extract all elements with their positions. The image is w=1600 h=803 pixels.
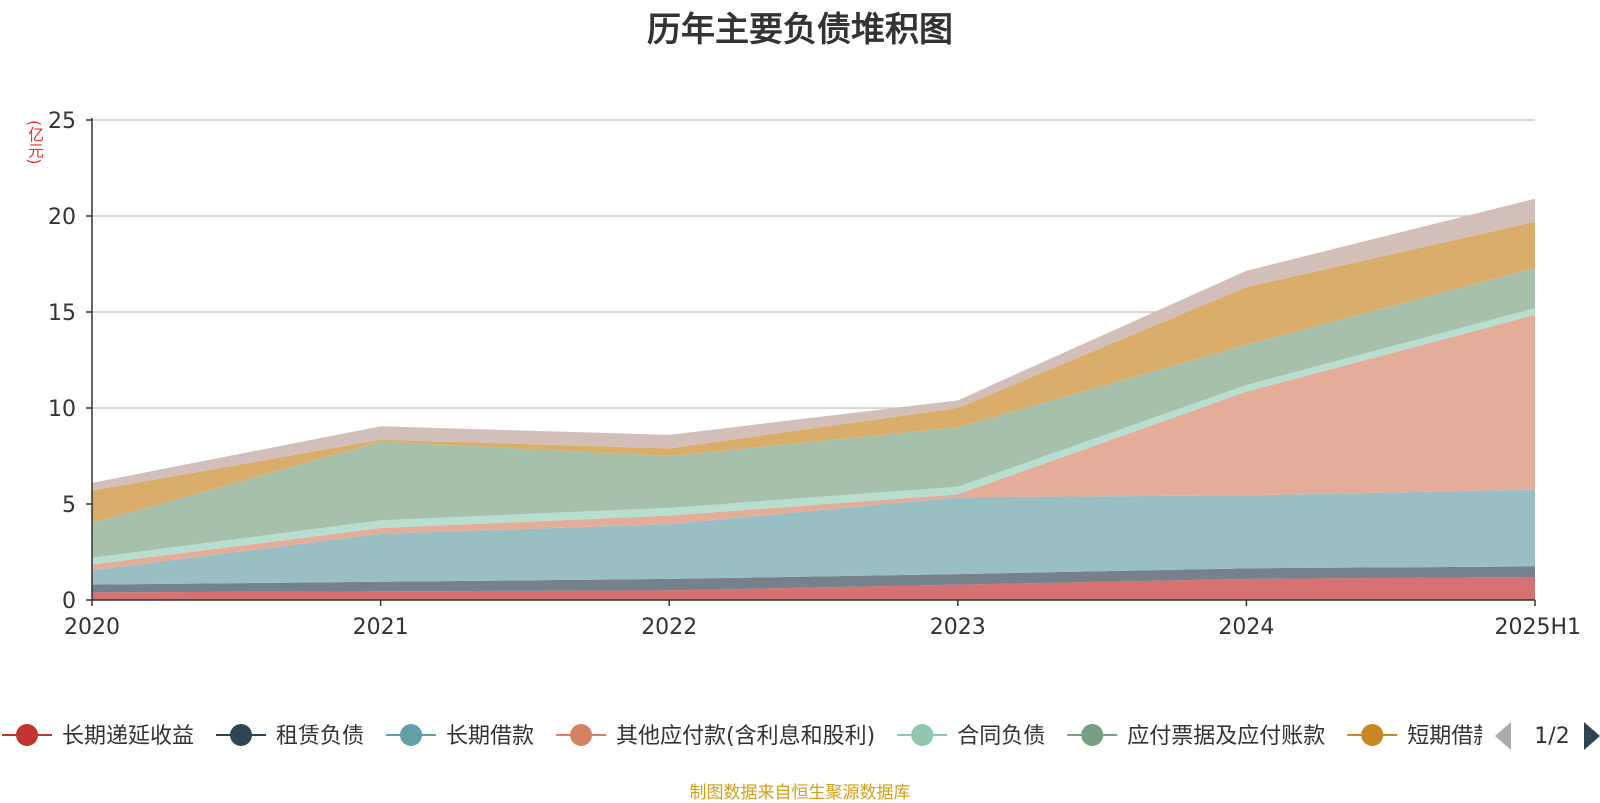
axes: 0 5 10 15 20 25 2020 2021 2022 2023 2024 2025H1 <box>48 109 1581 640</box>
legend-item[interactable]: 其他应付款(含利息和股利) <box>556 724 875 749</box>
x-tick-label: 2022 <box>641 615 697 640</box>
legend-item-label: 租赁负债 <box>276 724 364 749</box>
legend-item[interactable]: 长期借款 <box>386 724 534 749</box>
legend-item[interactable]: 租赁负债 <box>216 724 364 749</box>
y-tick-label: 0 <box>62 589 76 614</box>
legend-marker-icon <box>1081 724 1104 746</box>
y-tick-label: 10 <box>48 397 76 422</box>
area-series-0 <box>92 576 1535 600</box>
legend-item-label: 其他应付款(含利息和股利) <box>616 724 875 749</box>
legend-marker-icon <box>16 724 38 746</box>
legend-item[interactable]: 长期递延收益 <box>2 724 194 749</box>
legend-item[interactable]: 合同负债 <box>897 724 1045 749</box>
legend-item-label: 应付票据及应付账款 <box>1127 724 1325 749</box>
legend-marker-icon <box>230 724 253 746</box>
y-tick-label: 20 <box>48 205 76 230</box>
x-tick-label: 2020 <box>64 615 120 640</box>
area-series-7 <box>92 198 1535 491</box>
legend-marker-icon <box>1361 724 1384 746</box>
legend-item-label: 短期借款 <box>1407 724 1495 749</box>
area-series-2 <box>92 489 1535 585</box>
data-source-note: 制图数据来自恒生聚源数据库 <box>689 783 911 803</box>
x-tick-label: 2023 <box>930 615 986 640</box>
legend-page-indicator: 1/2 <box>1534 724 1569 749</box>
y-tick-label: 5 <box>62 493 76 518</box>
legend-items: 长期递延收益 租赁负债 长期借款 其他应付款(含利息和股利) 合同负债 应付票据及应付账款… <box>2 724 1495 749</box>
legend-marker-icon <box>400 724 423 746</box>
legend-item-label: 长期递延收益 <box>62 724 194 749</box>
legend-item-label: 合同负债 <box>957 724 1045 749</box>
legend-next-page-icon[interactable] <box>1584 722 1600 750</box>
legend-prev-page-icon[interactable] <box>1495 722 1511 750</box>
x-tick-label: 2025H1 <box>1494 615 1581 640</box>
legend-item[interactable]: 短期借款 <box>1347 724 1495 749</box>
area-series-3 <box>92 314 1535 571</box>
area-series-5 <box>92 267 1535 558</box>
legend-marker-icon <box>570 724 593 746</box>
chart-title: 历年主要负债堆积图 <box>647 10 953 50</box>
x-tick-label: 2024 <box>1218 615 1274 640</box>
area-series-1 <box>92 566 1535 593</box>
legend-item-label: 长期借款 <box>446 724 534 749</box>
y-tick-label: 15 <box>48 301 76 326</box>
legend[interactable]: 长期递延收益 租赁负债 长期借款 其他应付款(含利息和股利) 合同负债 应付票据及应付账款… <box>2 722 1600 750</box>
y-tick-label: 25 <box>48 109 76 134</box>
legend-marker-icon <box>911 724 934 746</box>
area-series <box>92 198 1535 600</box>
legend-item[interactable]: 应付票据及应付账款 <box>1067 724 1325 749</box>
y-axis-label: (亿元) <box>25 120 44 165</box>
x-tick-label: 2021 <box>353 615 409 640</box>
